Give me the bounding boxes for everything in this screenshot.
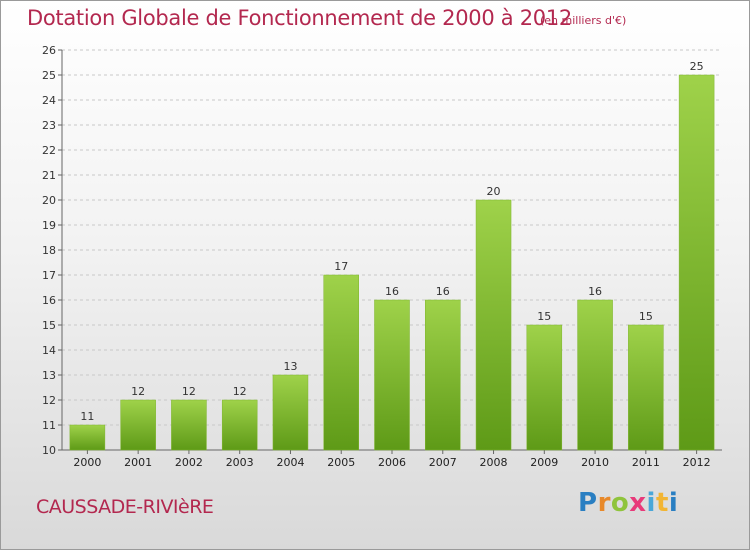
value-label-2008: 20 bbox=[487, 185, 501, 198]
bars bbox=[69, 74, 715, 451]
value-label-2007: 16 bbox=[436, 285, 450, 298]
y-tick-label: 18 bbox=[42, 244, 56, 257]
x-tick-label-2003: 2003 bbox=[226, 456, 254, 469]
value-label-2000: 11 bbox=[80, 410, 94, 423]
bar-2008 bbox=[475, 199, 512, 451]
bar-2005 bbox=[323, 274, 359, 451]
y-tick-label: 20 bbox=[42, 194, 56, 207]
y-tick-label: 12 bbox=[42, 394, 56, 407]
x-tick-label-2008: 2008 bbox=[480, 456, 508, 469]
bar-2003 bbox=[221, 399, 258, 451]
x-tick-label-2006: 2006 bbox=[378, 456, 406, 469]
x-tick-label-2007: 2007 bbox=[429, 456, 457, 469]
x-tick-label-2009: 2009 bbox=[530, 456, 558, 469]
logo-letter: i bbox=[668, 488, 679, 518]
value-label-2012: 25 bbox=[690, 60, 704, 73]
x-tick-label-2005: 2005 bbox=[327, 456, 355, 469]
y-tick-label: 13 bbox=[42, 369, 56, 382]
y-tick-label: 14 bbox=[42, 344, 56, 357]
x-tick-label-2004: 2004 bbox=[276, 456, 304, 469]
x-tick-label-2010: 2010 bbox=[581, 456, 609, 469]
value-label-2006: 16 bbox=[385, 285, 399, 298]
bar-2001 bbox=[120, 399, 156, 451]
bar-2000 bbox=[69, 424, 106, 451]
logo-letter: x bbox=[629, 488, 647, 518]
bar-2006 bbox=[374, 299, 410, 451]
y-tick-label: 23 bbox=[42, 119, 56, 132]
y-tick-label: 15 bbox=[42, 319, 56, 332]
y-tick-label: 26 bbox=[42, 44, 56, 57]
logo-letter: P bbox=[578, 488, 598, 518]
chart-unit: (en milliers d'€) bbox=[540, 14, 627, 27]
value-label-2005: 17 bbox=[334, 260, 348, 273]
y-tick-label: 22 bbox=[42, 144, 56, 157]
bar-2012 bbox=[678, 74, 715, 451]
value-label-2009: 15 bbox=[537, 310, 551, 323]
bar-2004 bbox=[272, 374, 309, 451]
commune-name: CAUSSADE-RIVIèRE bbox=[36, 496, 214, 518]
y-tick-label: 17 bbox=[42, 269, 56, 282]
x-tick-label-2012: 2012 bbox=[683, 456, 711, 469]
value-label-2011: 15 bbox=[639, 310, 653, 323]
value-label-2010: 16 bbox=[588, 285, 602, 298]
y-tick-label: 19 bbox=[42, 219, 56, 232]
bar-2002 bbox=[171, 399, 207, 451]
y-tick-label: 16 bbox=[42, 294, 56, 307]
proxiti-logo[interactable]: Proxiti bbox=[578, 488, 678, 518]
value-label-2003: 12 bbox=[233, 385, 247, 398]
x-tick-label-2011: 2011 bbox=[632, 456, 660, 469]
bar-2011 bbox=[628, 324, 664, 451]
logo-letter: t bbox=[655, 488, 669, 518]
logo-letter: r bbox=[597, 488, 611, 518]
value-label-2004: 13 bbox=[283, 360, 297, 373]
y-tick-label: 24 bbox=[42, 94, 56, 107]
logo-letter: i bbox=[646, 488, 656, 518]
value-label-2001: 12 bbox=[131, 385, 145, 398]
labels: 10 11 12 13 14 15 16 17 18 19 20 21 22 23 24 25 26 11 2000… bbox=[42, 44, 711, 469]
x-tick-label-2002: 2002 bbox=[175, 456, 203, 469]
x-tick-label-2000: 2000 bbox=[73, 456, 101, 469]
bar-2009 bbox=[526, 324, 563, 451]
bar-2010 bbox=[577, 299, 613, 451]
x-tick-label-2001: 2001 bbox=[124, 456, 152, 469]
y-tick-label: 25 bbox=[42, 69, 56, 82]
bar-2007 bbox=[425, 299, 461, 451]
y-tick-label: 21 bbox=[42, 169, 56, 182]
y-tick-label: 11 bbox=[42, 419, 56, 432]
y-tick-label: 10 bbox=[42, 444, 56, 457]
chart-title: Dotation Globale de Fonctionnement de 20… bbox=[27, 6, 572, 30]
value-label-2002: 12 bbox=[182, 385, 196, 398]
logo-letter: o bbox=[610, 488, 630, 518]
